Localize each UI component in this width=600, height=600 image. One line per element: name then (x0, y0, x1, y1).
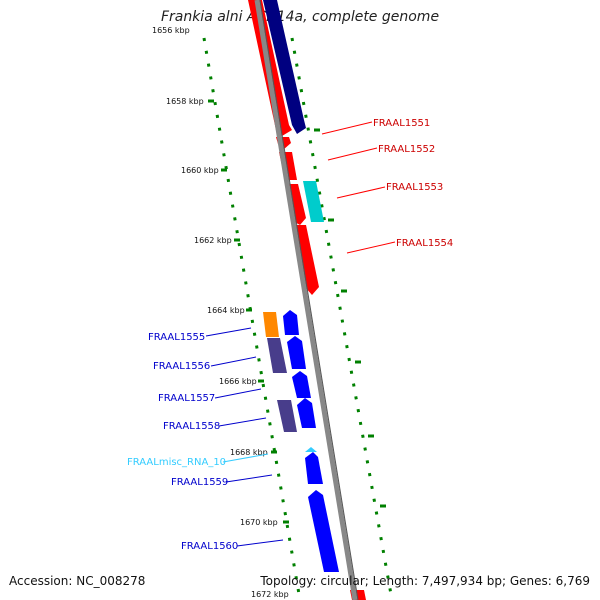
gene-reverse-arrow[interactable] (287, 336, 306, 369)
major-ticks (208, 99, 386, 524)
gene-reverse-arrow[interactable] (283, 310, 299, 335)
gene-label[interactable]: FRAAL1551 (373, 118, 430, 129)
gene-reverse-arrow[interactable] (308, 490, 339, 572)
gene-label[interactable]: FRAAL1555 (148, 332, 205, 343)
rna-feature-arrow[interactable] (305, 447, 317, 452)
kbp-label: 1666 kbp (219, 377, 257, 386)
gene-label[interactable]: FRAAL1558 (163, 421, 220, 432)
kbp-label: 1658 kbp (166, 97, 204, 106)
kbp-label: 1672 kbp (251, 590, 289, 599)
gene-label-rna[interactable]: FRAALmisc_RNA_10 (127, 457, 226, 468)
kbp-label: 1668 kbp (230, 448, 268, 457)
gene-reverse-arrow[interactable] (292, 371, 311, 398)
kbp-label: 1664 kbp (207, 306, 245, 315)
gene-label[interactable]: FRAAL1553 (386, 182, 443, 193)
kbp-label: 1662 kbp (194, 236, 232, 245)
gene-label[interactable]: FRAAL1557 (158, 393, 215, 404)
kbp-label: 1656 kbp (152, 26, 190, 35)
gene-purple-block[interactable] (277, 400, 297, 432)
gene-label[interactable]: FRAAL1554 (396, 238, 453, 249)
kbp-label: 1670 kbp (240, 518, 278, 527)
accession-text: Accession: NC_008278 (9, 574, 146, 588)
gene-cyan-block[interactable] (303, 181, 324, 222)
gene-orange-block[interactable] (263, 312, 279, 337)
gene-reverse-arrow[interactable] (305, 452, 323, 484)
leader-lines-reverse (205, 327, 284, 547)
map-title: Frankia alni ACN14a, complete genome (160, 9, 440, 25)
genome-backbone (254, 0, 358, 600)
genome-backbone-edge (259, 0, 359, 600)
gene-navy-arrow[interactable] (263, 0, 306, 134)
gene-label[interactable]: FRAAL1560 (181, 541, 238, 552)
kbp-label: 1660 kbp (181, 166, 219, 175)
leader-lines-forward (321, 121, 396, 254)
gene-purple-block[interactable] (267, 338, 287, 373)
gene-reverse-arrow[interactable] (297, 398, 316, 428)
gene-label[interactable]: FRAAL1556 (153, 361, 210, 372)
leader-line-rna (222, 453, 269, 463)
topology-text: Topology: circular; Length: 7,497,934 bp… (260, 574, 590, 588)
gene-label[interactable]: FRAAL1552 (378, 144, 435, 155)
gene-label[interactable]: FRAAL1559 (171, 477, 228, 488)
